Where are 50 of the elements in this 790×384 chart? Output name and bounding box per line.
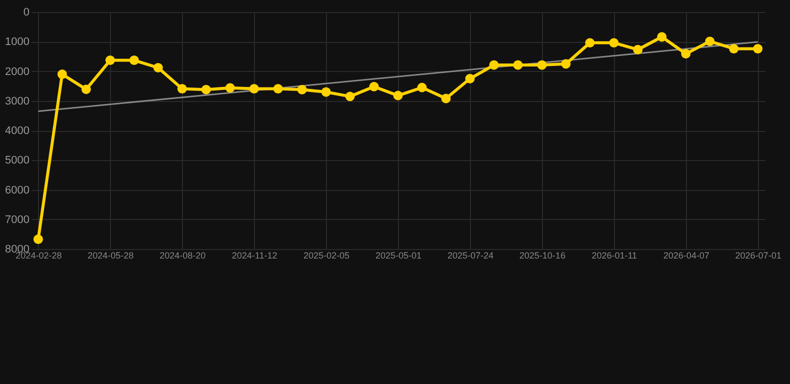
point: [225, 83, 235, 93]
y-tick-label: 5000: [5, 154, 30, 167]
point: [681, 49, 691, 59]
point: [249, 84, 259, 94]
x-tick-label: 2026-04-07: [663, 250, 710, 260]
point: [537, 60, 547, 70]
y-tick-label: 4000: [5, 125, 30, 137]
point: [297, 84, 307, 94]
x-tick-label: 2025-05-01: [375, 250, 422, 260]
y-tick-label: 7000: [5, 214, 30, 226]
x-tick-label: 2026-07-01: [735, 250, 782, 260]
point: [657, 32, 667, 42]
point: [105, 56, 115, 66]
point: [129, 56, 139, 66]
x-tick-label: 2024-08-20: [160, 250, 206, 260]
point: [33, 234, 43, 244]
point: [561, 59, 571, 69]
y-tick-label: 0: [23, 6, 30, 18]
point: [753, 44, 763, 54]
point: [273, 84, 283, 94]
point: [201, 84, 211, 94]
point: [729, 44, 739, 54]
point: [177, 84, 187, 94]
point: [321, 87, 331, 97]
point: [417, 82, 427, 92]
x-tick-label: 2025-02-05: [304, 250, 350, 260]
point: [345, 92, 355, 102]
x-tick-label: 2025-07-24: [447, 250, 494, 260]
y-tick-label: 2000: [5, 66, 30, 78]
x-tick-label: 2024-05-28: [88, 250, 134, 260]
x-tick-label: 2026-01-11: [592, 250, 638, 260]
point: [393, 90, 403, 100]
point: [513, 60, 523, 70]
point: [369, 82, 379, 92]
point: [633, 44, 643, 54]
x-tick-label: 2024-11-12: [232, 250, 278, 260]
point: [153, 62, 163, 72]
point: [81, 84, 91, 94]
x-tick-label: 2024-02-28: [16, 250, 62, 260]
x-tick-label: 2025-10-16: [519, 250, 566, 260]
y-tick-label: 6000: [5, 184, 30, 196]
point: [585, 38, 595, 48]
y-tick-label: 3000: [5, 95, 30, 108]
point: [705, 36, 715, 46]
point: [57, 69, 67, 79]
point: [609, 38, 619, 48]
y-tick-label: 1000: [5, 36, 30, 48]
point: [441, 94, 451, 104]
point: [489, 60, 499, 70]
point: [465, 74, 475, 84]
